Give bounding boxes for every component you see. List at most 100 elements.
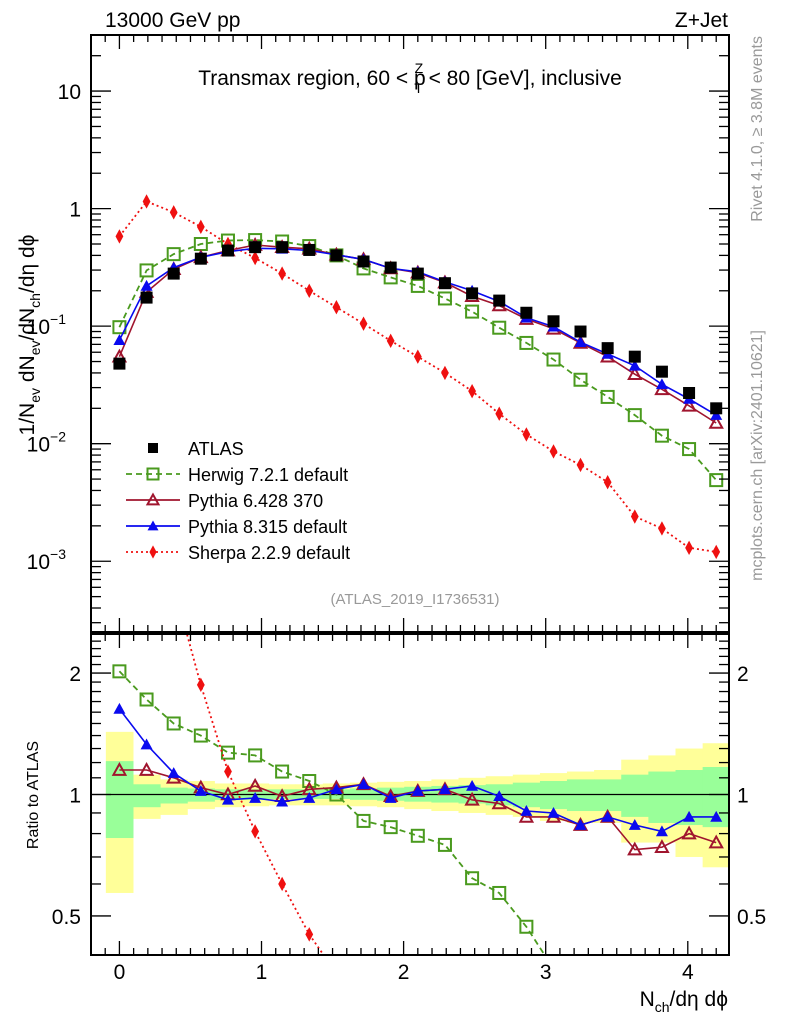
- data-point: [627, 408, 642, 423]
- ratio-data-point: [628, 819, 641, 830]
- ratio-data-point: [708, 834, 724, 849]
- ratio-data-point: [167, 767, 180, 778]
- data-point: [193, 237, 208, 252]
- data-point: [332, 299, 341, 315]
- ratio-data-point: [466, 779, 479, 791]
- data-point: [628, 359, 641, 371]
- data-point: [196, 219, 205, 235]
- ylabel-a-sub: ev: [27, 388, 43, 403]
- ylabel-d: /dη dϕ: [16, 235, 39, 293]
- ylabel-c-sub: ch: [27, 293, 43, 308]
- ratio-panel-marks: [111, 634, 724, 955]
- series-line: [118, 200, 717, 553]
- data-point: [682, 442, 697, 457]
- ratio-data-point: [491, 795, 507, 810]
- title-part-1: Transmax region, 60 < p: [198, 67, 425, 90]
- legend-marker: [146, 467, 160, 481]
- ratio-data-point: [683, 810, 696, 822]
- data-point: [655, 365, 668, 378]
- ratio-data-point: [627, 841, 643, 856]
- analysis-id-annotation: (ATLAS_2019_I1736531): [330, 591, 499, 608]
- data-point: [113, 334, 126, 345]
- data-point: [437, 291, 452, 306]
- ratio-data-point: [492, 885, 507, 900]
- data-point: [546, 352, 561, 367]
- ratio-y-tick-label-right: 2: [737, 663, 749, 686]
- legend-label: Herwig 7.2.1 default: [188, 465, 348, 485]
- ratio-data-point: [411, 785, 424, 796]
- stat-uncertainty-band: [105, 761, 134, 839]
- ratio-data-point: [247, 777, 263, 792]
- legend-item: Pythia 8.315 default: [126, 517, 347, 537]
- y-tick-label: 10: [58, 81, 81, 104]
- y-tick-exponent: −3: [50, 546, 66, 562]
- legend-label: ATLAS: [188, 439, 244, 459]
- series-line: [118, 239, 717, 481]
- ratio-data-point: [112, 664, 127, 679]
- ylabel-b-sub: ev: [27, 340, 43, 355]
- y-tick-label: 10−2: [27, 429, 67, 457]
- data-point: [140, 279, 153, 291]
- ratio-series-line: [118, 670, 546, 955]
- data-point: [251, 250, 260, 266]
- ratio-data-point: [248, 748, 263, 763]
- ratio-bands: [105, 731, 729, 893]
- data-point: [140, 291, 153, 304]
- data-point: [411, 267, 424, 280]
- ratio-series-sherpa-2-2-9-default: [186, 634, 325, 955]
- data-point: [169, 205, 178, 220]
- legend-marker: [147, 520, 159, 531]
- data-point: [438, 277, 451, 290]
- data-point: [522, 427, 531, 442]
- legend-marker: [149, 545, 157, 559]
- data-point: [142, 194, 151, 209]
- data-point: [574, 325, 587, 338]
- series-atlas: [113, 241, 723, 415]
- data-point: [710, 409, 723, 420]
- ratio-data-point: [139, 692, 154, 707]
- ratio-data-point: [302, 774, 317, 789]
- data-point: [519, 335, 534, 350]
- data-point: [194, 252, 207, 265]
- legend-item: ATLAS: [148, 439, 244, 459]
- legend-item: Herwig 7.2.1 default: [126, 465, 348, 485]
- title-sub: T: [414, 80, 423, 96]
- ratio-data-point: [465, 871, 480, 886]
- ratio-data-point: [305, 927, 314, 942]
- ratio-data-point: [493, 790, 506, 802]
- data-point: [278, 266, 287, 281]
- ratio-data-point: [251, 824, 260, 839]
- data-point: [654, 428, 669, 443]
- data-point: [305, 283, 314, 298]
- data-point: [441, 365, 449, 381]
- data-point: [600, 389, 615, 404]
- rivet-label: Rivet 4.1.0, ≥ 3.8M events: [749, 36, 766, 222]
- data-point: [710, 402, 723, 415]
- ratio-data-point: [383, 820, 398, 835]
- ratio-y-tick-label: 2: [69, 663, 81, 686]
- ratio-data-point: [330, 783, 343, 795]
- data-point: [466, 287, 479, 300]
- ratio-y-axis-label: Ratio to ATLAS: [25, 741, 42, 849]
- data-point: [166, 247, 181, 262]
- ratio-data-point: [224, 764, 232, 779]
- data-point: [330, 249, 343, 262]
- legend-label: Pythia 6.428 370: [188, 491, 323, 511]
- xlabel-b: /dη dϕ: [670, 988, 728, 1011]
- process-label: Z+Jet: [675, 9, 728, 32]
- ylabel-c: /dN: [16, 308, 39, 341]
- main-series-marks: [111, 194, 724, 560]
- data-point: [221, 244, 234, 257]
- y-tick-exponent: −1: [50, 311, 66, 327]
- data-point: [495, 406, 504, 421]
- plot-title: Transmax region, 60 < pZ T < 80 [GeV], in…: [198, 60, 622, 96]
- ylabel-a: 1/N: [16, 403, 39, 436]
- ratio-data-point: [438, 783, 451, 795]
- data-point: [547, 315, 560, 328]
- ratio-data-point: [249, 792, 262, 803]
- legend-label: Pythia 8.315 default: [188, 517, 347, 537]
- data-point: [115, 229, 124, 244]
- data-point: [576, 457, 585, 473]
- y-tick-label: 10−1: [27, 311, 67, 339]
- data-point: [708, 414, 724, 429]
